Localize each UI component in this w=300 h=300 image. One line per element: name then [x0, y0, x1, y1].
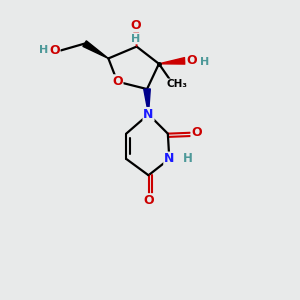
Text: N: N	[164, 152, 175, 165]
Text: H: H	[183, 152, 193, 165]
Polygon shape	[133, 25, 139, 46]
Polygon shape	[159, 58, 185, 64]
Text: O: O	[112, 75, 123, 88]
Polygon shape	[83, 41, 108, 58]
Text: O: O	[131, 19, 141, 32]
Text: O: O	[49, 44, 60, 57]
Text: CH₃: CH₃	[166, 79, 187, 89]
Text: H: H	[200, 57, 209, 67]
Text: H: H	[39, 44, 48, 55]
Text: O: O	[191, 126, 202, 139]
Text: H: H	[131, 34, 141, 44]
Polygon shape	[144, 89, 150, 114]
Text: O: O	[143, 194, 154, 207]
Text: O: O	[186, 54, 197, 67]
Text: N: N	[143, 108, 154, 121]
